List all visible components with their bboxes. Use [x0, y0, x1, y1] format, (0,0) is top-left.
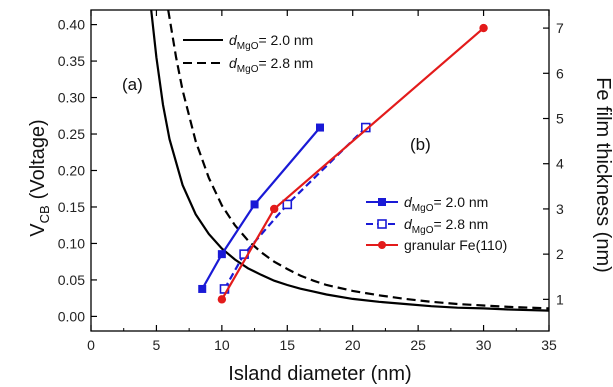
x-tick-label-6: 30 — [476, 337, 492, 353]
series-legend-main-2-8: d — [404, 216, 413, 232]
x-tick-label-5: 25 — [410, 337, 426, 353]
curve-legend-label-solid: dMgO= 2.0 nm — [229, 32, 313, 52]
series-legend-marker-2-8 — [377, 219, 387, 229]
annotation-b: (b) — [410, 135, 431, 154]
y-axis-left-title-sub: CB — [37, 205, 52, 223]
series-dmgo-2-0-point — [316, 123, 324, 132]
x-axis-title: Island diameter (nm) — [228, 363, 411, 385]
series-legend: dMgO= 2.0 nm dMgO= 2.8 nm granular Fe(11… — [366, 194, 507, 253]
y-right-tick-label-1: 2 — [556, 246, 564, 262]
y-right-tick-label-4: 5 — [556, 111, 564, 127]
y-left-tick-label-4: 0.20 — [58, 163, 85, 179]
x-tick-label-2: 10 — [214, 337, 230, 353]
tick-layer — [90, 10, 550, 331]
plot-frame — [90, 9, 550, 332]
curve-legend-tail-solid: = 2.0 nm — [258, 32, 313, 48]
series-legend-label-granular: granular Fe(110) — [404, 237, 507, 253]
series-legend-main-2-0: d — [404, 194, 413, 210]
y-left-tick-label-7: 0.35 — [58, 53, 85, 69]
series-legend-sub-2-8: MgO — [412, 225, 434, 236]
y-axis-left-title: VCB (Voltage) — [27, 119, 52, 236]
y-right-tick-label-3: 4 — [556, 156, 564, 172]
curve-dmgo-2-8 — [167, 10, 549, 310]
series-legend-tail-2-0: = 2.0 nm — [433, 194, 488, 210]
series-dmgo-2-0 — [198, 123, 324, 293]
curve-legend-label-dashed: dMgO= 2.8 nm — [229, 55, 313, 75]
series-dmgo-2-8-line — [223, 126, 367, 290]
y-left-tick-label-5: 0.25 — [58, 126, 85, 142]
series-dmgo-2-0-line — [201, 126, 321, 290]
series-layer — [198, 23, 488, 304]
curve-legend-sub-solid: MgO — [237, 41, 259, 52]
series-legend-marker-granular — [378, 241, 386, 249]
series-legend-label-2-0: dMgO= 2.0 nm — [404, 194, 488, 214]
series-granular-fe-point — [479, 23, 488, 33]
series-dmgo-2-0-point — [217, 250, 226, 259]
series-legend-tail-2-8: = 2.8 nm — [433, 216, 488, 232]
series-dmgo-2-0-point — [250, 200, 259, 209]
x-tick-label-0: 0 — [87, 337, 95, 353]
series-dmgo-2-8-point — [282, 199, 293, 210]
series-granular-fe — [217, 23, 488, 304]
y-left-tick-label-3: 0.15 — [58, 199, 85, 215]
annotation-a: (a) — [122, 75, 143, 94]
x-tick-label-7: 35 — [541, 337, 557, 353]
series-granular-fe-point — [217, 295, 227, 304]
y-right-tick-label-5: 6 — [556, 65, 564, 81]
y-axis-left-title-main: V — [27, 223, 49, 237]
series-legend-marker-2-0 — [378, 198, 386, 206]
curve-legend-main-dashed: d — [229, 55, 238, 71]
y-axis-left-title-suffix: (Voltage) — [27, 119, 49, 199]
y-left-tick-label-2: 0.10 — [58, 235, 85, 251]
curve-legend: dMgO= 2.0 nm dMgO= 2.8 nm — [183, 32, 313, 75]
series-legend-label-2-8: dMgO= 2.8 nm — [404, 216, 488, 236]
series-granular-fe-point — [270, 204, 279, 214]
y-left-tick-label-1: 0.05 — [58, 272, 85, 288]
series-dmgo-2-0-point — [198, 284, 207, 293]
series-dmgo-2-8 — [219, 122, 371, 294]
y-left-tick-label-6: 0.30 — [58, 90, 85, 106]
y-left-tick-label-8: 0.40 — [58, 17, 85, 33]
curve-legend-main-solid: d — [229, 32, 238, 48]
curve-layer — [150, 10, 549, 312]
curve-legend-tail-dashed: = 2.8 nm — [258, 55, 313, 71]
tick-label-layer: 0 5 10 15 20 25 30 350.000.050.100.150.200.250.… — [58, 17, 564, 353]
curve-legend-sub-dashed: MgO — [237, 64, 259, 75]
series-legend-sub-2-0: MgO — [412, 203, 434, 214]
y-right-tick-label-0: 1 — [556, 291, 564, 307]
curve-dmgo-2-0 — [150, 10, 549, 312]
x-tick-label-1: 5 — [153, 337, 161, 353]
x-tick-label-4: 20 — [345, 337, 361, 353]
y-left-tick-label-0: 0.00 — [58, 308, 85, 324]
y-axis-right-title: Fe film thickness (nm) — [592, 77, 613, 273]
x-tick-label-3: 15 — [279, 337, 295, 353]
y-right-tick-label-2: 3 — [556, 201, 564, 217]
y-right-tick-label-6: 7 — [556, 20, 564, 36]
